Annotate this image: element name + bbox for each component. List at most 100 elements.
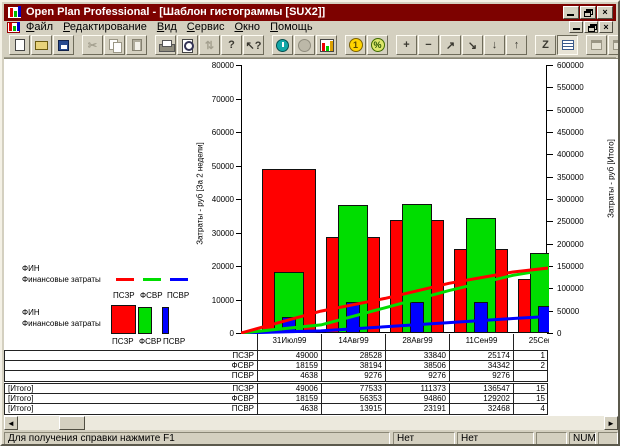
help-button[interactable]: ? (221, 35, 242, 55)
left-axis-tick-label: 80000 (211, 61, 234, 70)
total-table: [Итого] ПСЗР 49006 77533 111373 136547 15 [Итог… (4, 383, 548, 415)
row-resource-label: ФСВР (231, 361, 254, 370)
cost-button[interactable]: 1 (345, 35, 366, 55)
time-analysis-button[interactable] (272, 35, 293, 55)
date-column-header: 31Июл99 (257, 334, 321, 350)
left-axis-tick-label: 50000 (211, 161, 234, 171)
date-column-header: 11Сен99 (449, 334, 513, 350)
close-button[interactable]: × (597, 6, 613, 19)
status-help-text: Для получения справки нажмите F1 (4, 432, 390, 444)
table-cell: 9276 (321, 371, 385, 381)
up-arrow-icon: ↑ (513, 39, 520, 51)
legend-entry-label: ФСВР (139, 337, 162, 346)
up-down-arrows-icon: ⇅ (204, 39, 215, 52)
cumulative-lines (241, 266, 548, 334)
move-down-button[interactable]: ↓ (484, 35, 505, 55)
window-title: Open Plan Professional - [Шаблон гистогр… (26, 6, 326, 18)
minimize-button[interactable] (563, 6, 579, 19)
copy-button[interactable] (104, 35, 125, 55)
table-row: [Итого] ПСЗР 49006 77533 111373 136547 15 (5, 384, 547, 394)
table-cell-truncated: 1 (513, 351, 547, 360)
letter-z-icon: Z (542, 39, 549, 51)
printer-icon (158, 39, 175, 52)
child-restore-button[interactable] (584, 21, 598, 33)
table-cell: 13915 (321, 404, 385, 414)
percent-button[interactable]: % (367, 35, 388, 55)
save-button[interactable] (53, 35, 74, 55)
bar-ПСВР-11Сен99 (474, 302, 488, 333)
table-cell: 38506 (385, 361, 449, 370)
legend-line-swatch (116, 278, 134, 281)
row-group-label: [Итого] (8, 404, 34, 413)
scroll-right-button[interactable]: ► (604, 416, 618, 430)
menu-Вид[interactable]: Вид (156, 21, 177, 33)
paste-button[interactable] (126, 35, 147, 55)
right-axis-tick-label: 200000 (557, 239, 584, 249)
coin-percent-icon: % (370, 38, 385, 52)
table-cell: 4638 (257, 371, 321, 381)
sort-button[interactable]: ⇅ (199, 35, 220, 55)
context-help-button[interactable]: ↖? (243, 35, 264, 55)
resource-button[interactable] (294, 35, 315, 55)
table-cell-truncated: 15 (513, 384, 547, 393)
right-axis-tick-label: 400000 (557, 150, 584, 160)
window-tile-button[interactable] (586, 35, 607, 55)
restore-button[interactable] (580, 6, 596, 19)
zoom-out-button[interactable]: − (418, 35, 439, 55)
row-resource-label: ПСВР (231, 404, 254, 413)
table-cell: 28528 (321, 351, 385, 360)
clipboard-icon (131, 39, 142, 51)
table-cell: 49000 (257, 351, 321, 360)
scroll-left-button[interactable]: ◄ (4, 416, 18, 430)
child-close-button[interactable]: × (599, 21, 613, 33)
print-button[interactable] (155, 35, 176, 55)
bar-ПСВР-25Сен99 (538, 306, 549, 333)
left-axis-tick-label: 20000 (211, 262, 234, 271)
title-bar[interactable]: Open Plan Professional - [Шаблон гистогр… (4, 4, 616, 21)
histogram-icon (319, 38, 334, 52)
period-table: ПСЗР 49000 28528 33840 25174 1 ФСВР 18159 38194 3… (4, 350, 548, 382)
table-cell: 129202 (449, 394, 513, 403)
menu-Редактирование[interactable]: Редактирование (63, 21, 147, 33)
cut-button[interactable]: ✂ (82, 35, 103, 55)
left-axis-tick-label: 60000 (211, 128, 234, 137)
legend-entry-label: ПСЗР (113, 291, 135, 300)
link-button[interactable]: ↗ (440, 35, 461, 55)
plus-icon: + (403, 39, 410, 51)
right-axis-tick-label: 0 (557, 329, 562, 338)
legend-entry-label: ФСВР (140, 291, 163, 300)
histogram-button[interactable] (316, 35, 337, 55)
zoom-in-button[interactable]: + (396, 35, 417, 55)
table-cell: 34342 (449, 361, 513, 370)
table-cell: 32468 (449, 404, 513, 414)
horizontal-scrollbar[interactable]: ◄ ► (4, 416, 618, 430)
menu-Помощь[interactable]: Помощь (270, 21, 313, 33)
legend-line-swatch (170, 278, 188, 281)
move-up-button[interactable]: ↑ (506, 35, 527, 55)
legend-description: Финансовые затраты (22, 275, 101, 284)
print-preview-button[interactable] (177, 35, 198, 55)
table-row: ФСВР 18159 38194 38506 34342 2 (5, 361, 547, 371)
table-row: ПСВР 4638 9276 9276 9276 (5, 371, 547, 381)
document-icon[interactable] (7, 22, 20, 33)
status-sort: Нет сортировки (457, 432, 534, 444)
menu-Окно[interactable]: Окно (234, 21, 261, 33)
window-cascade-button[interactable] (608, 35, 618, 55)
coin-1-icon: 1 (348, 38, 363, 52)
table-view-button[interactable] (557, 35, 578, 55)
menu-Сервис[interactable]: Сервис (186, 21, 225, 33)
z-order-button[interactable]: Z (535, 35, 556, 55)
scrollbar-thumb[interactable] (59, 416, 85, 430)
histogram-view: 0 50000 100000 150000 200000 250000 300000 3500… (4, 58, 618, 416)
menu-Файл[interactable]: Файл (26, 21, 54, 33)
open-button[interactable] (31, 35, 52, 55)
legend-bar-swatch (162, 307, 169, 334)
unlink-button[interactable]: ↘ (462, 35, 483, 55)
scissors-icon: ✂ (87, 39, 98, 52)
row-resource-label: ПСЗР (232, 351, 254, 360)
child-minimize-button[interactable] (569, 21, 583, 33)
right-axis-tick-label: 600000 (557, 61, 584, 70)
date-column-header: 25Сен99 (513, 334, 549, 350)
new-button[interactable] (9, 35, 30, 55)
